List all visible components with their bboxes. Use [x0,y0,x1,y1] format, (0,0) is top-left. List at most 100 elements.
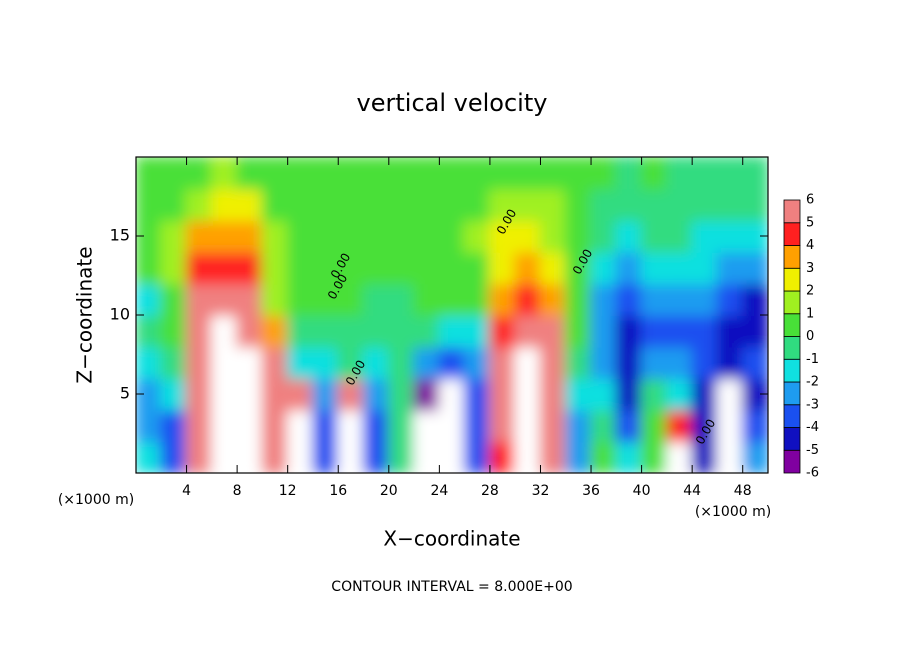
field-cell [413,345,441,380]
field-cell [362,408,390,443]
field-cell [337,282,365,316]
field-cell [362,219,390,253]
field-cell [337,345,365,380]
field-cell [438,187,466,222]
field-cell [236,377,264,411]
cells [136,157,768,473]
colorbar-swatch [783,222,801,246]
field-cell [311,282,340,316]
field-cell [261,408,289,443]
field-cell [311,377,340,411]
field-cell [463,345,491,380]
field-cell [716,345,744,380]
field-cell [185,282,213,316]
field-cell [590,314,618,348]
field-cell [488,440,517,473]
field [136,157,768,473]
colorbar-label: -2 [806,375,819,390]
colorbar-label: -1 [806,352,819,367]
field-cell [438,282,466,316]
field-cell [741,345,768,380]
field-cell [286,345,314,380]
field-cell [590,440,618,473]
field-cell [185,157,213,190]
field-cell [615,345,643,380]
field-cell [261,440,289,473]
x-tick-label: 24 [430,483,448,499]
field-cell [564,250,593,285]
field-cell [261,282,289,316]
field-cell [665,157,694,190]
field-cell [311,157,340,190]
field-cell [387,219,416,253]
field-cell [160,377,188,411]
field-cell [514,187,542,222]
field-cell [741,157,768,190]
field-cell [362,314,390,348]
field-cell [691,440,719,473]
field-cell [337,377,365,411]
field-cell [665,219,694,253]
field-cell [413,377,441,411]
field-cell [615,250,643,285]
field-cell [387,282,416,316]
field-cell [236,282,264,316]
field-cell [539,282,567,316]
x-tick-label: 40 [633,483,651,499]
field-cell [261,187,289,222]
field-cell [286,440,314,473]
field-cell [564,219,593,253]
field-cell [286,219,314,253]
field-cell [160,282,188,316]
field-cell [514,440,542,473]
colorbar-label: 6 [806,193,814,208]
colorbar-label: 4 [806,238,814,253]
field-cell [640,314,668,348]
colorbar-swatch [783,381,801,406]
field-cell [185,250,213,285]
field-cell [362,250,390,285]
field-cell [362,377,390,411]
field-cell [488,250,517,285]
field-cell [488,314,517,348]
colorbar-label: 1 [806,306,814,321]
field-cell [136,187,163,222]
field-cell [463,282,491,316]
field-cell [185,345,213,380]
field-cell [286,377,314,411]
field-cell [261,345,289,380]
field-cell [463,377,491,411]
field-cell [488,187,517,222]
field-cell [539,440,567,473]
field-cell [488,157,517,190]
field-cell [311,219,340,253]
field-cell [210,157,239,190]
field-cell [615,219,643,253]
field-cell [665,187,694,222]
x-tick-label: 36 [582,483,600,499]
field-cell [185,219,213,253]
field-cell [514,314,542,348]
field-cell [438,377,466,411]
field-cell [488,345,517,380]
field-cell [514,408,542,443]
field-cell [564,345,593,380]
field-cell [413,440,441,473]
field-cell [438,157,466,190]
field-cell [691,377,719,411]
field-cell [716,440,744,473]
field-cell [311,187,340,222]
field-cell [514,282,542,316]
field-cell [691,408,719,443]
field-cell [337,187,365,222]
x-unit-right: (×1000 m) [695,504,771,520]
field-cell [311,408,340,443]
y-axis-label: Z−coordinate [73,246,97,383]
field-cell [387,440,416,473]
field-cell [463,219,491,253]
field-cell [387,377,416,411]
field-cell [413,219,441,253]
y-tick-label: 5 [120,384,130,403]
field-cell [716,282,744,316]
field-cell [261,377,289,411]
